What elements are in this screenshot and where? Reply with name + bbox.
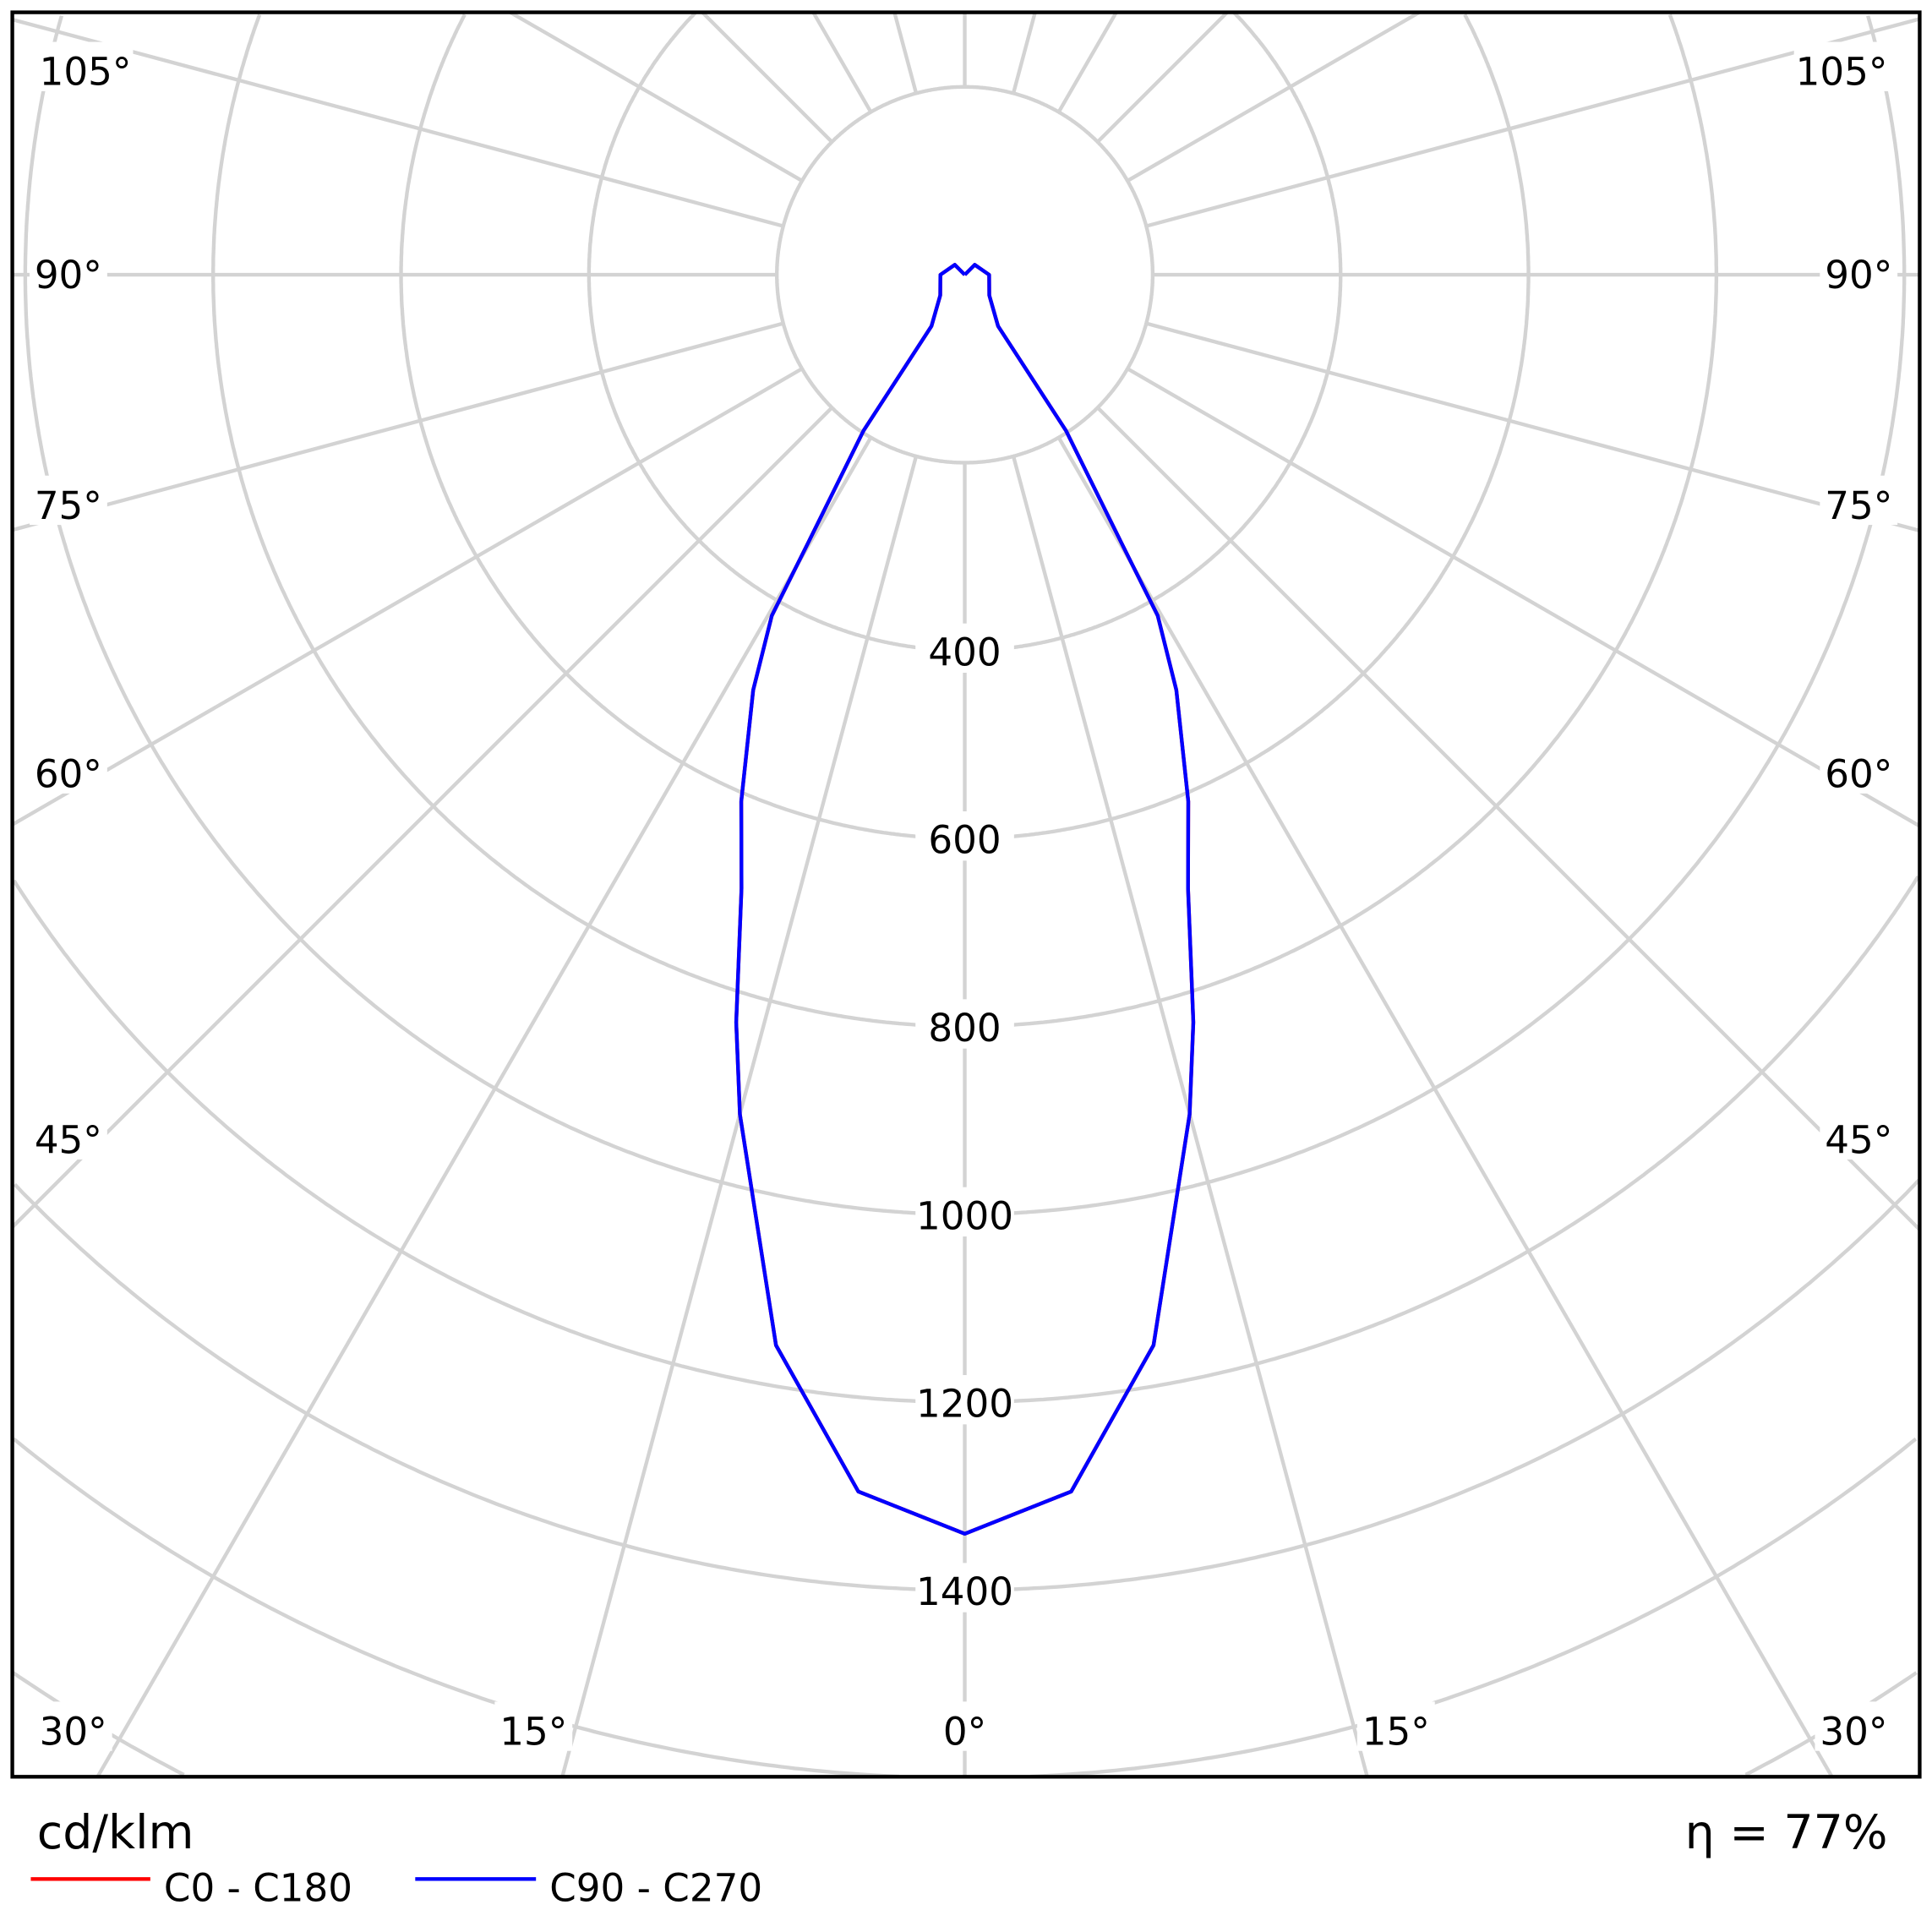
radial-tick-label: 800 <box>928 1006 1001 1051</box>
angle-label-bg <box>936 1701 994 1751</box>
tick-label-bg <box>915 623 1014 674</box>
angle-label-bg <box>34 1701 112 1751</box>
angle-label-bg <box>1356 1701 1435 1751</box>
angle-label: 30° <box>40 1709 107 1754</box>
angle-label-bg <box>29 1110 107 1160</box>
polar-grid <box>11 10 1921 1779</box>
angle-label-bg <box>29 245 107 295</box>
angle-label-bg <box>1793 41 1893 91</box>
grid-ring <box>211 14 1719 1029</box>
grid-radial-line <box>509 10 804 183</box>
angle-label: 75° <box>35 483 102 528</box>
grid-radial-line <box>1145 17 1920 228</box>
grid-ring <box>12 875 1920 1405</box>
angle-label: 105° <box>1796 50 1888 95</box>
legend-label-c90-c270: C90 - C270 <box>549 1866 762 1911</box>
tick-label-bg <box>915 999 1014 1049</box>
grid-ring <box>399 14 1531 841</box>
grid-radial-line <box>701 11 833 144</box>
grid-radial-line <box>1145 321 1920 532</box>
angle-label: 45° <box>35 1118 102 1163</box>
angle-label: 45° <box>1825 1118 1892 1163</box>
grid-radial-line <box>1011 12 1037 94</box>
grid-ring <box>23 15 1907 1216</box>
grid-ring <box>12 1437 1918 1779</box>
angle-label-bg <box>1820 245 1898 295</box>
efficiency-label: η = 77% <box>1685 1806 1888 1860</box>
curves <box>734 263 1196 1536</box>
angle-label: 15° <box>499 1709 567 1754</box>
tick-label-bg <box>915 1187 1014 1237</box>
angle-label: 30° <box>1820 1709 1887 1754</box>
angle-label-bg <box>1820 475 1898 526</box>
angle-label-bg <box>34 41 134 91</box>
angle-label: 60° <box>1825 752 1892 797</box>
angle-label-bg <box>1815 1701 1893 1751</box>
grid-radial-line <box>1126 10 1421 183</box>
grid-radial-line <box>12 321 784 532</box>
radial-tick-label: 1400 <box>916 1569 1013 1614</box>
angle-label: 0° <box>943 1709 986 1754</box>
grid-radial-line <box>811 11 873 113</box>
grid-radial-line <box>1096 11 1229 144</box>
grid-radial-line <box>11 367 804 827</box>
grid-radial-line <box>892 12 919 94</box>
angle-label: 105° <box>40 50 132 95</box>
grid-radial-line <box>1096 406 1921 1231</box>
angle-label-bg <box>29 475 107 526</box>
angle-label-bg <box>29 744 107 794</box>
grid-ring <box>587 11 1343 652</box>
grid-ring <box>13 1178 1920 1592</box>
angle-label-bg <box>1820 1110 1898 1160</box>
angle-label: 90° <box>1825 253 1892 297</box>
grid-radial-line <box>1056 11 1118 113</box>
angle-label-bg <box>494 1701 573 1751</box>
angle-label: 60° <box>35 752 102 797</box>
grid-radial-line <box>12 18 784 228</box>
tick-label-bg <box>915 1563 1014 1613</box>
grid-radial-line <box>1056 436 1834 1778</box>
angle-label: 75° <box>1825 483 1892 528</box>
angle-label: 15° <box>1362 1709 1430 1754</box>
angle-label: 90° <box>35 253 102 297</box>
unit-label: cd/klm <box>37 1806 194 1860</box>
radial-tick-label: 1000 <box>916 1193 1013 1238</box>
tick-label-bg <box>915 1375 1014 1425</box>
grid-radial-line <box>1126 367 1921 828</box>
legend-label-c0-c180: C0 - C180 <box>164 1866 352 1911</box>
radial-tick-label: 400 <box>928 630 1001 674</box>
angle-label-bg <box>1820 744 1898 794</box>
radial-tick-labels: 400 600 800 1000 1200 1400 <box>915 623 1014 1614</box>
radial-tick-label: 1200 <box>916 1382 1013 1427</box>
radial-tick-label: 600 <box>928 818 1001 863</box>
grid-radial-line <box>96 436 873 1778</box>
grid-radial-line <box>11 406 833 1229</box>
series-line-1 <box>734 263 1196 1536</box>
tick-label-bg <box>915 811 1014 861</box>
plot-frame <box>10 10 1922 1779</box>
angle-labels: 105° 90° 75° 60° 45° 30° 105° 90° 75° 60° 45° 30° 15… <box>29 41 1898 1754</box>
